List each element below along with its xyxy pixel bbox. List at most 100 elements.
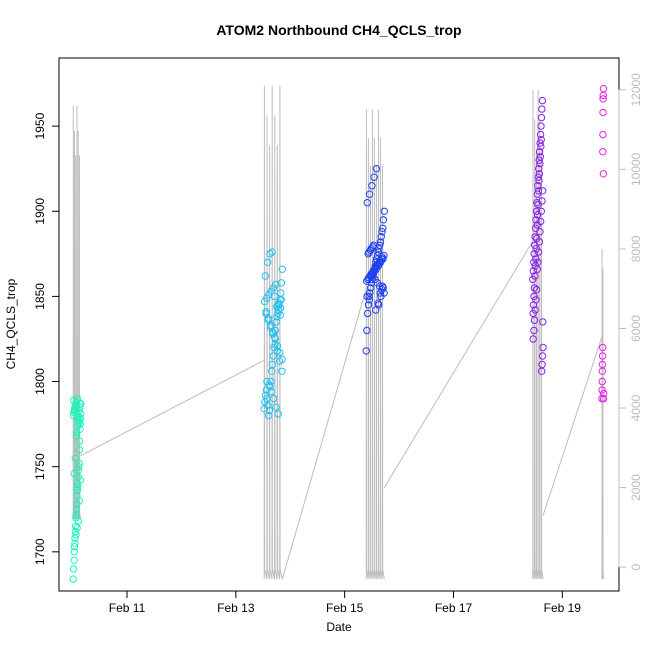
data-point — [534, 182, 542, 190]
data-point — [264, 401, 272, 410]
data-point — [70, 548, 79, 556]
data-point — [374, 299, 382, 307]
secondary-y-tick-label: 6000 — [629, 315, 643, 342]
data-point — [534, 258, 542, 266]
data-point — [532, 296, 540, 304]
data-point — [538, 197, 546, 205]
data-point — [274, 301, 282, 309]
data-point — [76, 403, 84, 411]
data-point — [536, 139, 544, 147]
data-point — [537, 136, 545, 144]
y-tick-label: 1700 — [33, 538, 47, 565]
data-point — [535, 170, 544, 178]
data-point — [268, 360, 276, 369]
data-point — [532, 216, 540, 224]
altitude-connector — [80, 359, 265, 457]
data-point — [74, 422, 82, 430]
data-point — [537, 217, 545, 226]
data-point — [529, 267, 537, 275]
data-point — [71, 454, 80, 462]
data-point — [376, 238, 385, 246]
data-point — [73, 428, 81, 437]
axes-layer: Feb 11 Feb 13 Feb 15 Feb 17 Feb 19 1700 1750 18… — [33, 73, 643, 615]
data-point — [538, 352, 547, 360]
data-point — [277, 296, 285, 304]
data-point — [363, 326, 371, 335]
data-point — [372, 165, 381, 173]
data-point — [76, 413, 84, 421]
data-point — [267, 388, 276, 396]
data-point — [599, 343, 607, 352]
data-point — [74, 483, 82, 491]
data-point — [531, 306, 539, 314]
data-point — [535, 238, 543, 246]
points-layer — [69, 85, 608, 583]
data-point — [75, 446, 84, 454]
data-point — [76, 476, 85, 484]
data-point — [599, 130, 607, 139]
data-point — [277, 289, 285, 297]
data-point — [537, 113, 546, 122]
data-point — [538, 96, 547, 105]
data-point — [598, 352, 607, 360]
data-point — [529, 335, 537, 343]
data-point — [363, 199, 371, 207]
y-tick-label: 1800 — [33, 368, 47, 395]
data-point — [369, 243, 377, 251]
data-point — [532, 285, 541, 294]
data-point — [600, 389, 608, 398]
data-point — [74, 517, 83, 525]
secondary-y-tick-label: 0 — [629, 563, 643, 570]
data-point — [72, 510, 80, 519]
data-point — [530, 250, 538, 258]
data-point — [379, 224, 387, 233]
secondary-y-tick-label: 10000 — [629, 152, 643, 186]
data-point — [380, 251, 388, 260]
data-point — [380, 289, 388, 297]
data-point — [261, 272, 269, 280]
data-point — [268, 248, 276, 256]
data-point — [73, 524, 81, 532]
y-tick-label: 1950 — [33, 112, 47, 139]
data-point — [536, 228, 544, 236]
data-point — [273, 342, 282, 350]
data-point — [598, 386, 606, 394]
data-point — [535, 156, 543, 164]
data-point — [274, 410, 282, 418]
data-point — [599, 394, 608, 403]
data-point — [530, 326, 538, 335]
data-point — [75, 406, 83, 415]
altitude-connector — [383, 240, 534, 488]
x-axis-label: Date — [326, 620, 352, 634]
data-point — [535, 148, 544, 156]
secondary-y-tick-label: 12000 — [629, 73, 643, 107]
data-point — [534, 187, 543, 195]
data-point — [75, 463, 83, 471]
data-point — [539, 318, 547, 326]
altitude-connector — [542, 336, 603, 516]
data-point — [269, 328, 277, 336]
data-point — [265, 411, 273, 420]
data-point — [70, 543, 79, 551]
data-point — [69, 565, 78, 573]
data-point — [537, 122, 545, 130]
altitude-line-segment — [532, 89, 544, 580]
data-point — [535, 165, 543, 173]
data-point — [532, 207, 541, 216]
data-point — [72, 531, 80, 539]
data-point — [599, 108, 607, 117]
x-tick-label: Feb 13 — [217, 601, 255, 615]
data-point — [539, 343, 547, 352]
altitude-line-segment — [601, 248, 605, 580]
data-point — [368, 182, 376, 190]
data-point — [538, 360, 546, 369]
secondary-y-tick-label: 8000 — [629, 235, 643, 262]
data-point — [267, 321, 275, 330]
data-point — [263, 258, 272, 266]
data-point — [75, 497, 84, 505]
data-point — [266, 250, 274, 258]
secondary-y-tick-label: 4000 — [629, 394, 643, 421]
data-point — [267, 377, 275, 386]
data-point — [75, 418, 83, 427]
